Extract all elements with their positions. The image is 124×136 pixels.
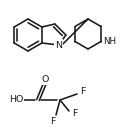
Text: O: O	[41, 75, 49, 84]
Text: F: F	[72, 109, 78, 118]
Text: F: F	[50, 117, 56, 126]
Text: F: F	[80, 87, 86, 97]
Text: NH: NH	[103, 37, 116, 46]
Text: HO: HO	[9, 95, 23, 104]
Text: N: N	[55, 41, 62, 50]
